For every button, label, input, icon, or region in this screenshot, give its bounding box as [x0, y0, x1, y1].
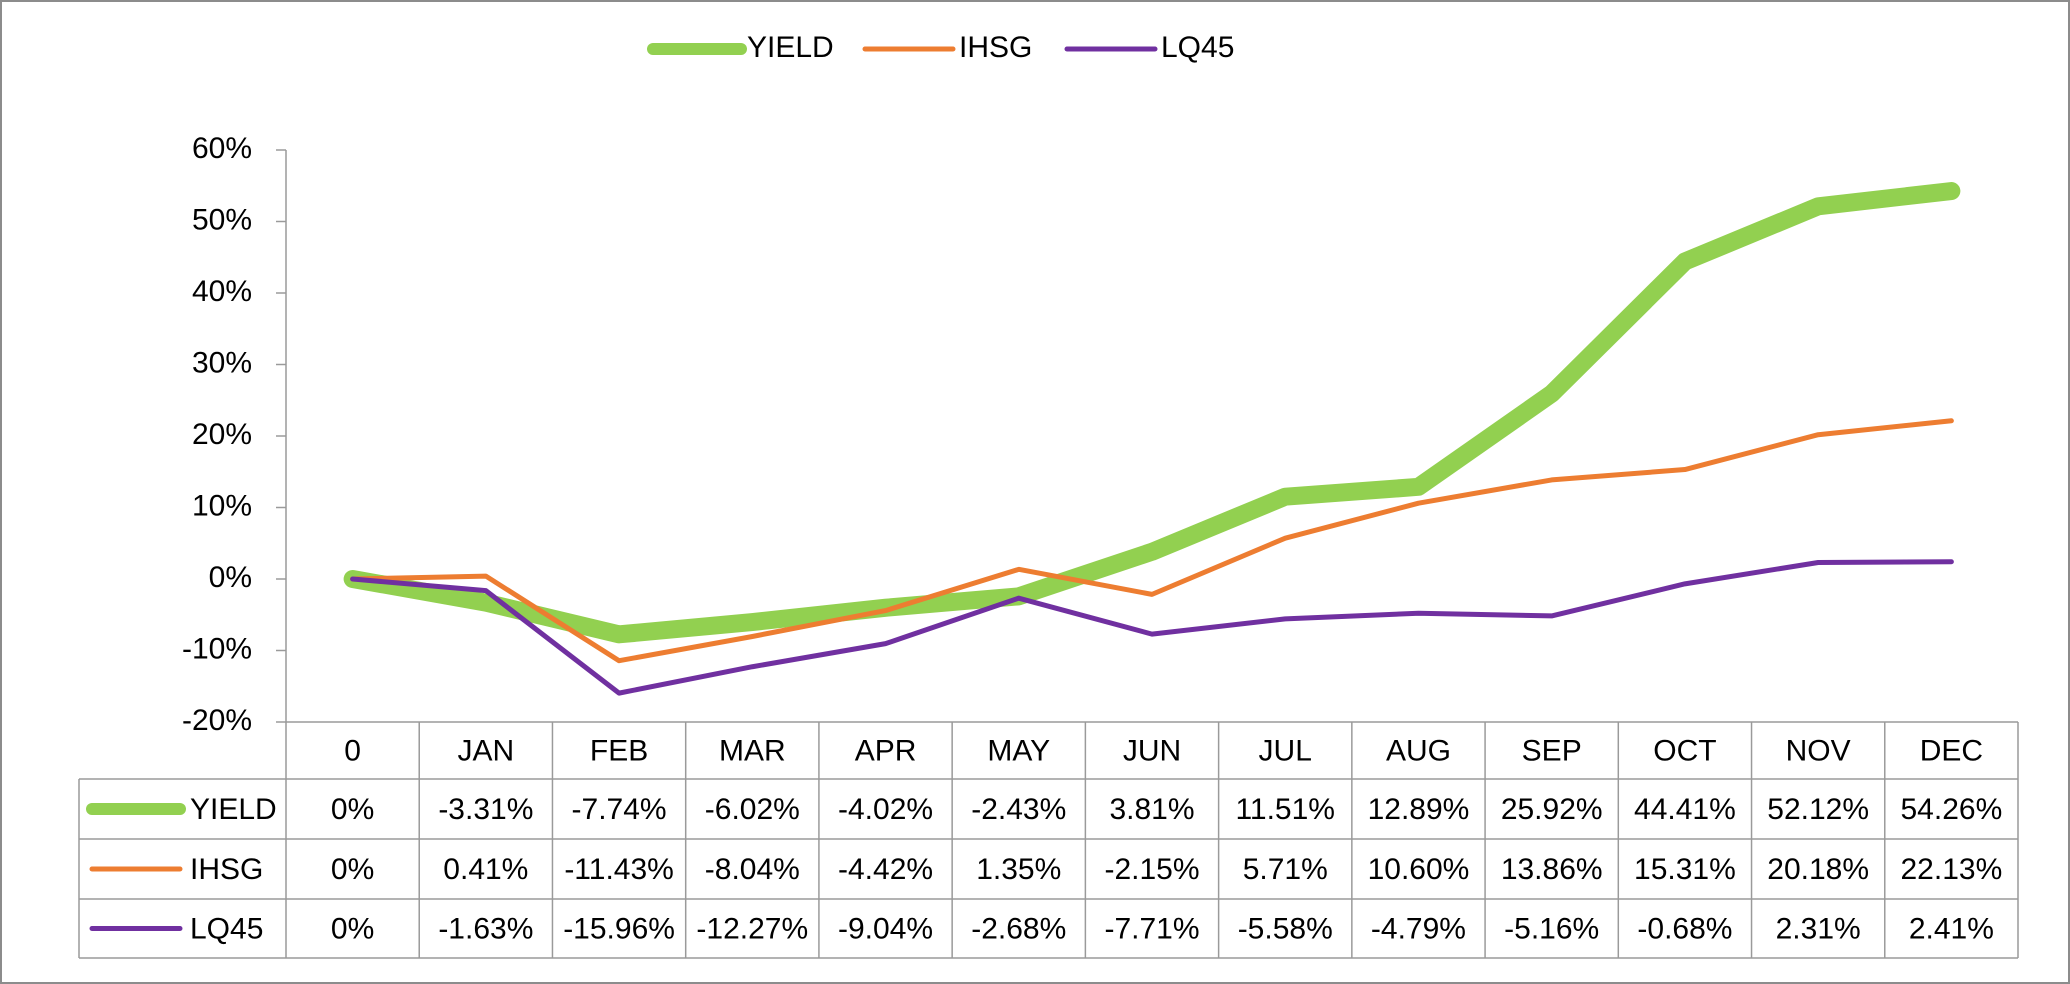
y-tick-label: 50% — [192, 203, 252, 236]
series-line — [343, 182, 1961, 644]
table-cell: 1.35% — [976, 853, 1061, 886]
table-cell: 52.12% — [1767, 793, 1869, 826]
table-cell: -12.27% — [696, 912, 808, 945]
table-cell: 10.60% — [1368, 853, 1470, 886]
table-cell: -6.02% — [705, 793, 800, 826]
x-tick-label: 0 — [344, 734, 361, 767]
table-cell: -7.74% — [572, 793, 667, 826]
x-tick-label: FEB — [590, 734, 648, 767]
x-tick-label: MAR — [719, 734, 786, 767]
table-cell: 0% — [331, 793, 374, 826]
y-tick-label: 60% — [192, 132, 252, 165]
y-tick-label: 40% — [192, 275, 252, 308]
table-cell: 2.41% — [1909, 912, 1994, 945]
table-cell: -8.04% — [705, 853, 800, 886]
x-tick-label: DEC — [1920, 734, 1983, 767]
y-tick-label: 30% — [192, 346, 252, 379]
x-tick-label: JUL — [1259, 734, 1312, 767]
x-tick-label: JUN — [1123, 734, 1181, 767]
legend-label: LQ45 — [1161, 31, 1234, 64]
table-cell: -2.15% — [1104, 853, 1199, 886]
y-tick-label: -10% — [182, 632, 252, 665]
table-row-label: YIELD — [190, 793, 277, 826]
table-cell: -4.79% — [1371, 912, 1466, 945]
table-cell: -4.02% — [838, 793, 933, 826]
table-cell: 44.41% — [1634, 793, 1736, 826]
table-cell: 0.41% — [443, 853, 528, 886]
table-cell: 20.18% — [1767, 853, 1869, 886]
table-cell: -15.96% — [563, 912, 675, 945]
table-cell: 12.89% — [1368, 793, 1470, 826]
y-tick-label: 10% — [192, 489, 252, 522]
table-cell: 54.26% — [1901, 793, 2003, 826]
table-cell: -4.42% — [838, 853, 933, 886]
series-line — [350, 418, 1954, 664]
x-tick-label: OCT — [1653, 734, 1716, 767]
table-cell: -11.43% — [564, 853, 674, 886]
table-row-label: IHSG — [190, 853, 263, 886]
x-tick-label: APR — [855, 734, 917, 767]
table-cell: 11.51% — [1235, 793, 1335, 826]
x-tick-label: NOV — [1786, 734, 1851, 767]
x-tick-label: MAY — [987, 734, 1050, 767]
table-cell: 13.86% — [1501, 853, 1603, 886]
table-cell: -2.43% — [971, 793, 1066, 826]
table-cell: 2.31% — [1776, 912, 1861, 945]
table-cell: -0.68% — [1637, 912, 1732, 945]
legend-label: IHSG — [959, 31, 1032, 64]
series-line — [350, 559, 1954, 696]
table-cell: 25.92% — [1501, 793, 1603, 826]
table-row-label: LQ45 — [190, 912, 263, 945]
x-tick-label: AUG — [1386, 734, 1451, 767]
table-cell: -9.04% — [838, 912, 933, 945]
y-tick-label: 20% — [192, 418, 252, 451]
table-cell: -3.31% — [438, 793, 533, 826]
x-tick-label: JAN — [458, 734, 515, 767]
table-cell: 22.13% — [1901, 853, 2003, 886]
table-cell: 3.81% — [1109, 793, 1194, 826]
y-tick-label: 0% — [209, 561, 252, 594]
table-cell: -7.71% — [1104, 912, 1199, 945]
table-cell: -2.68% — [971, 912, 1066, 945]
table-cell: -1.63% — [438, 912, 533, 945]
table-cell: 15.31% — [1634, 853, 1736, 886]
x-tick-label: SEP — [1522, 734, 1582, 767]
legend-label: YIELD — [747, 31, 834, 64]
y-tick-label: -20% — [182, 704, 252, 737]
table-cell: -5.16% — [1504, 912, 1599, 945]
table-cell: 5.71% — [1243, 853, 1328, 886]
table-cell: 0% — [331, 853, 374, 886]
table-cell: 0% — [331, 912, 374, 945]
table-cell: -5.58% — [1238, 912, 1333, 945]
